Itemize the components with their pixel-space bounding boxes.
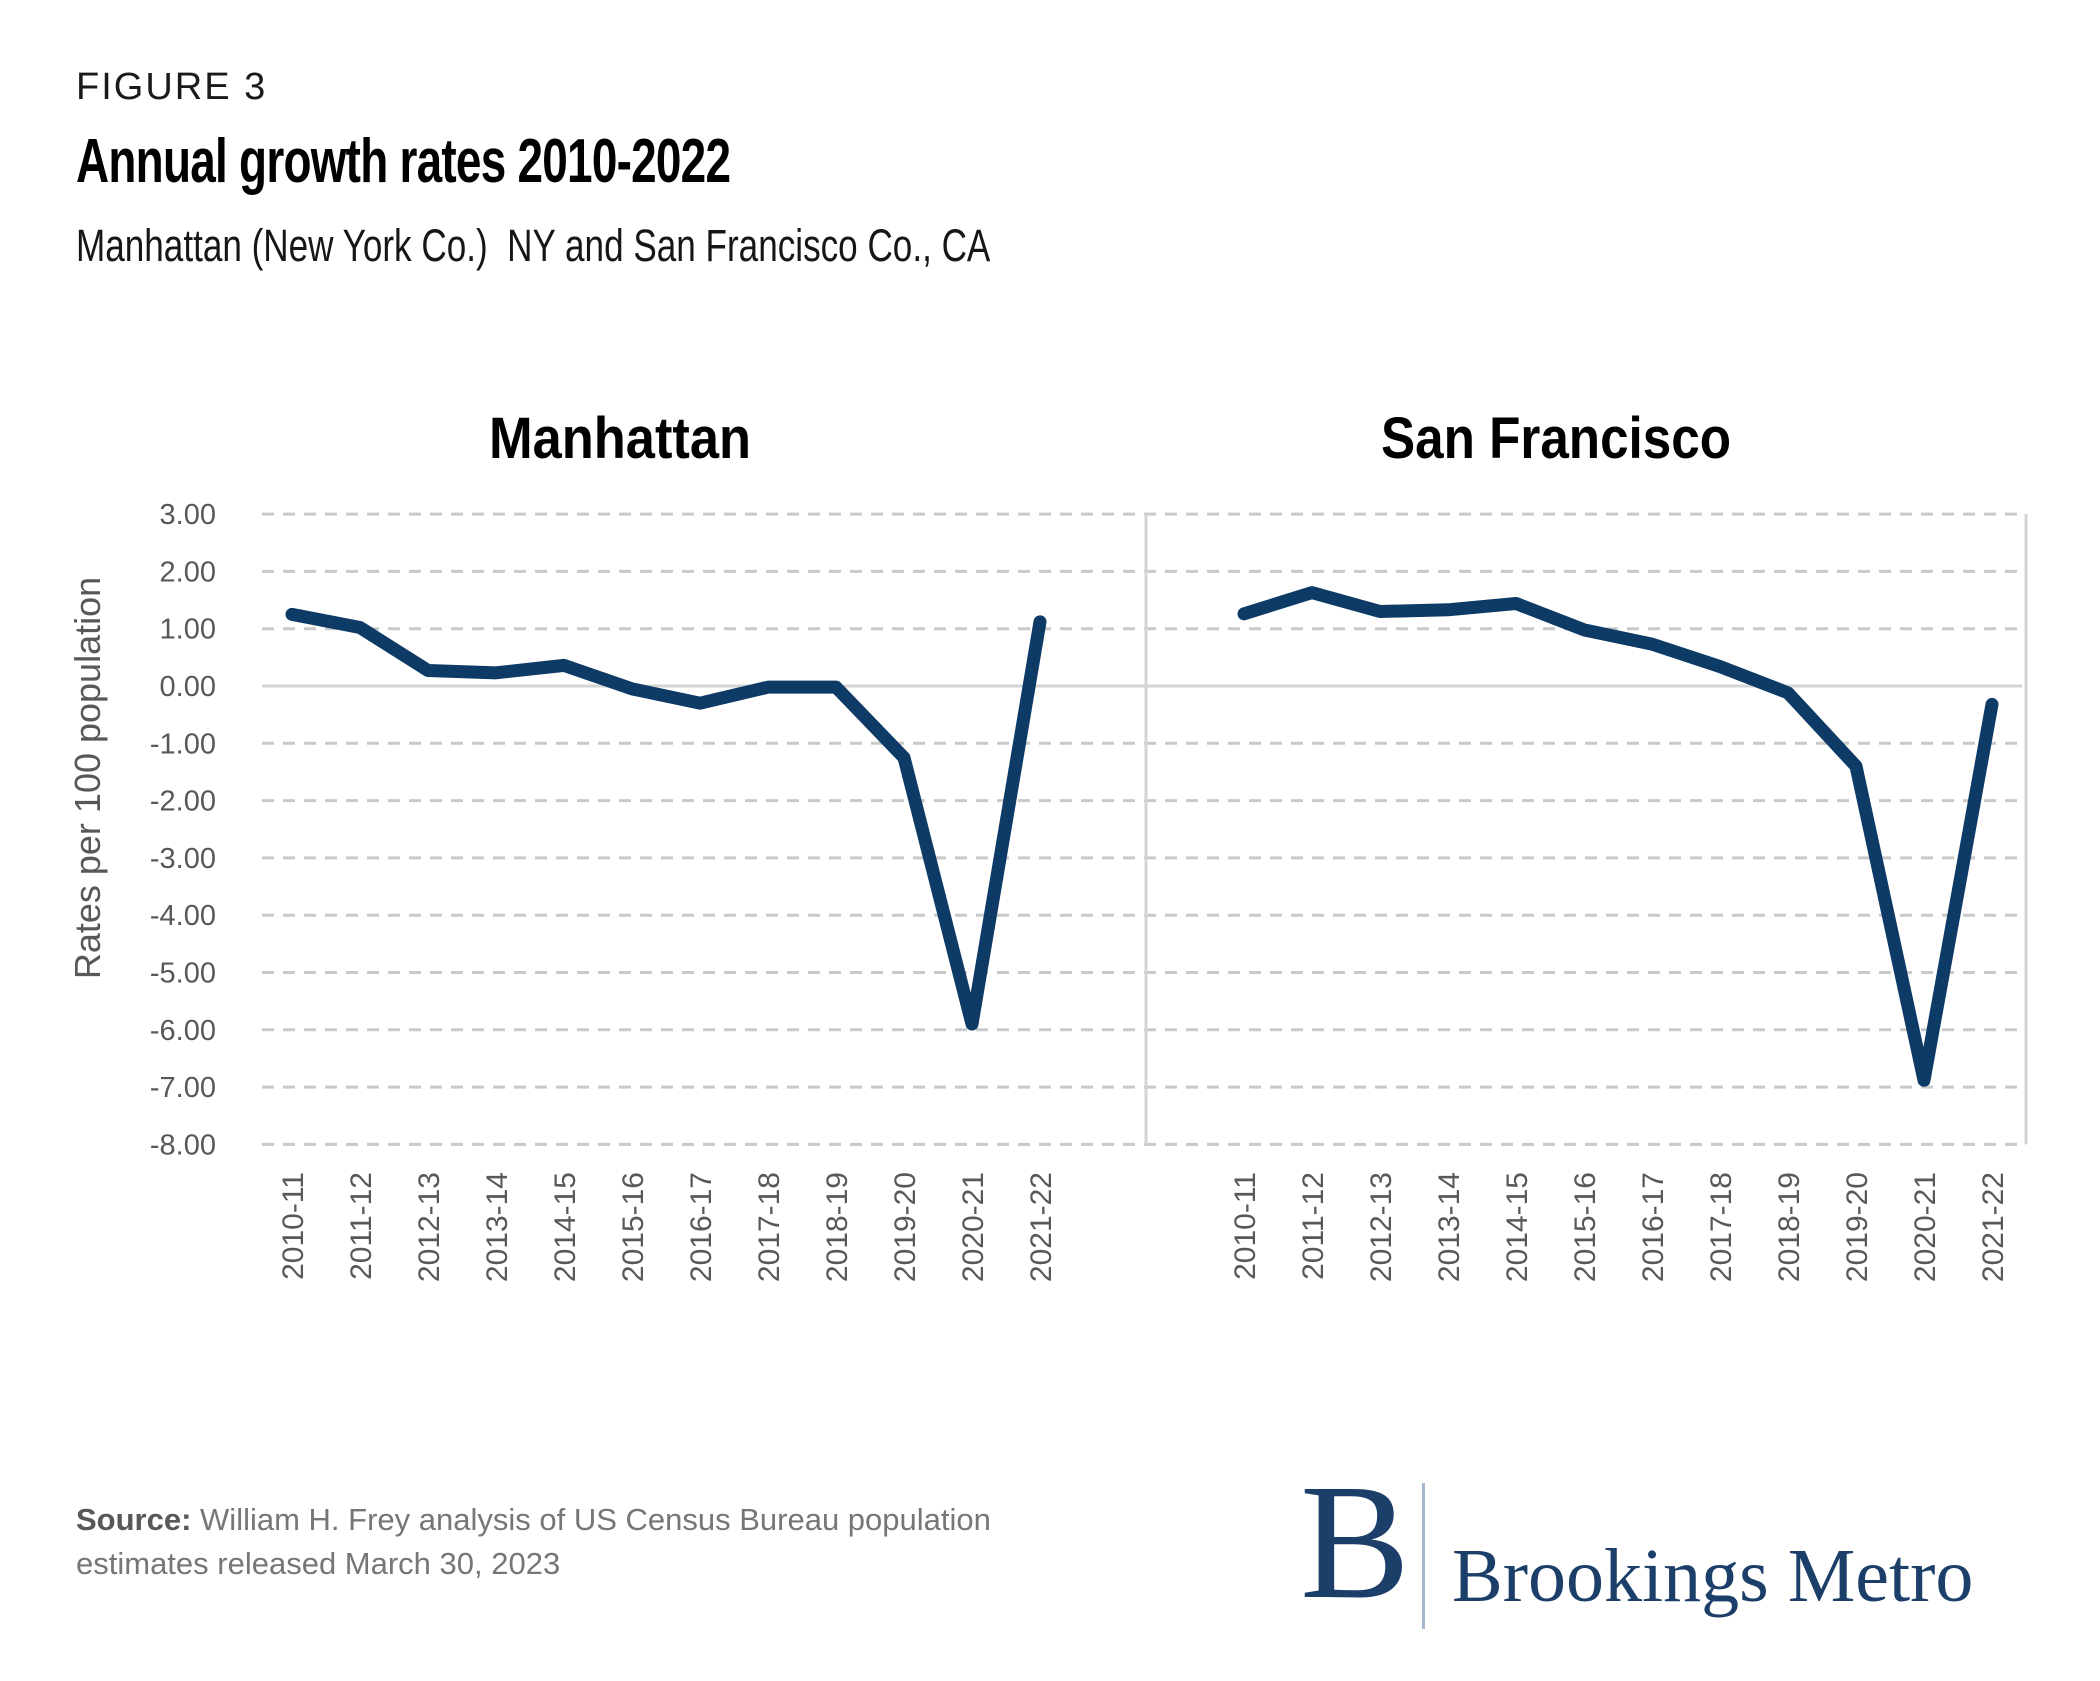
x-tick-label: 2020-21 [1909,1172,1942,1282]
x-tick-label: 2015-16 [617,1172,650,1282]
x-tick-label: 2014-15 [549,1172,582,1282]
y-axis-title: Rates per 100 population [67,576,108,980]
y-tick-label: 2.00 [160,556,216,588]
x-tick-label: 2016-17 [685,1172,718,1282]
y-tick-label: 3.00 [160,499,216,531]
source-note: Source: William H. Frey analysis of US C… [76,1498,1096,1586]
x-tick-label: 2013-14 [1433,1172,1466,1282]
x-tick-label: 2014-15 [1501,1172,1534,1282]
x-tick-label: 2013-14 [481,1172,514,1282]
x-tick-label: 2017-18 [753,1172,786,1282]
x-tick-label: 2020-21 [957,1172,990,1282]
x-tick-label: 2016-17 [1637,1172,1670,1282]
x-tick-label: 2019-20 [1841,1172,1874,1282]
brookings-metro-logo: B Brookings Metro [1300,1455,2020,1645]
source-text: William H. Frey analysis of US Census Bu… [76,1502,991,1581]
page-subtitle: Manhattan (New York Co.) NY and San Fran… [76,220,991,271]
y-tick-label: -6.00 [150,1015,216,1047]
x-tick-label: 2021-22 [1977,1172,2010,1282]
x-tick-label: 2011-12 [1297,1172,1330,1280]
x-tick-label: 2021-22 [1025,1172,1058,1282]
panel-title-manhattan: Manhattan [489,406,751,471]
x-tick-label: 2018-19 [1773,1172,1806,1282]
y-tick-label: -2.00 [150,786,216,818]
x-tick-label: 2017-18 [1705,1172,1738,1282]
logo-divider [1422,1483,1425,1629]
logo-wordmark: Brookings Metro [1452,1534,1974,1618]
trend-line-manhattan [285,607,1047,1031]
x-tick-label: 2012-13 [1365,1172,1398,1282]
x-tick-label: 2019-20 [889,1172,922,1282]
y-tick-label: -3.00 [150,843,216,875]
page-title: Annual growth rates 2010-2022 [76,127,731,196]
x-tick-label: 2018-19 [821,1172,854,1282]
panel-title-san-francisco: San Francisco [1381,406,1731,471]
x-tick-label: 2010-11 [277,1172,310,1280]
trend-line-san-francisco [1237,586,1999,1087]
y-tick-label: -1.00 [150,728,216,760]
y-tick-label: -4.00 [150,900,216,932]
y-tick-label: 1.00 [160,614,216,646]
x-tick-label: 2011-12 [345,1172,378,1280]
figure-label: FIGURE 3 [76,66,268,108]
growth-chart-svg: 3.00 2.00 1.00 0.00 -1.00 -2.00 -3.00 -4.00 -5.0… [150,406,2028,1282]
x-tick-label: 2010-11 [1229,1172,1262,1280]
y-tick-label: -7.00 [150,1072,216,1104]
y-tick-label: -8.00 [150,1129,216,1161]
source-label: Source: [76,1502,192,1537]
x-tick-label: 2012-13 [413,1172,446,1282]
x-tick-label: 2015-16 [1569,1172,1602,1282]
brookings-b-icon: B [1300,1450,1411,1633]
y-tick-label: -5.00 [150,958,216,990]
y-tick-label: 0.00 [160,671,216,703]
